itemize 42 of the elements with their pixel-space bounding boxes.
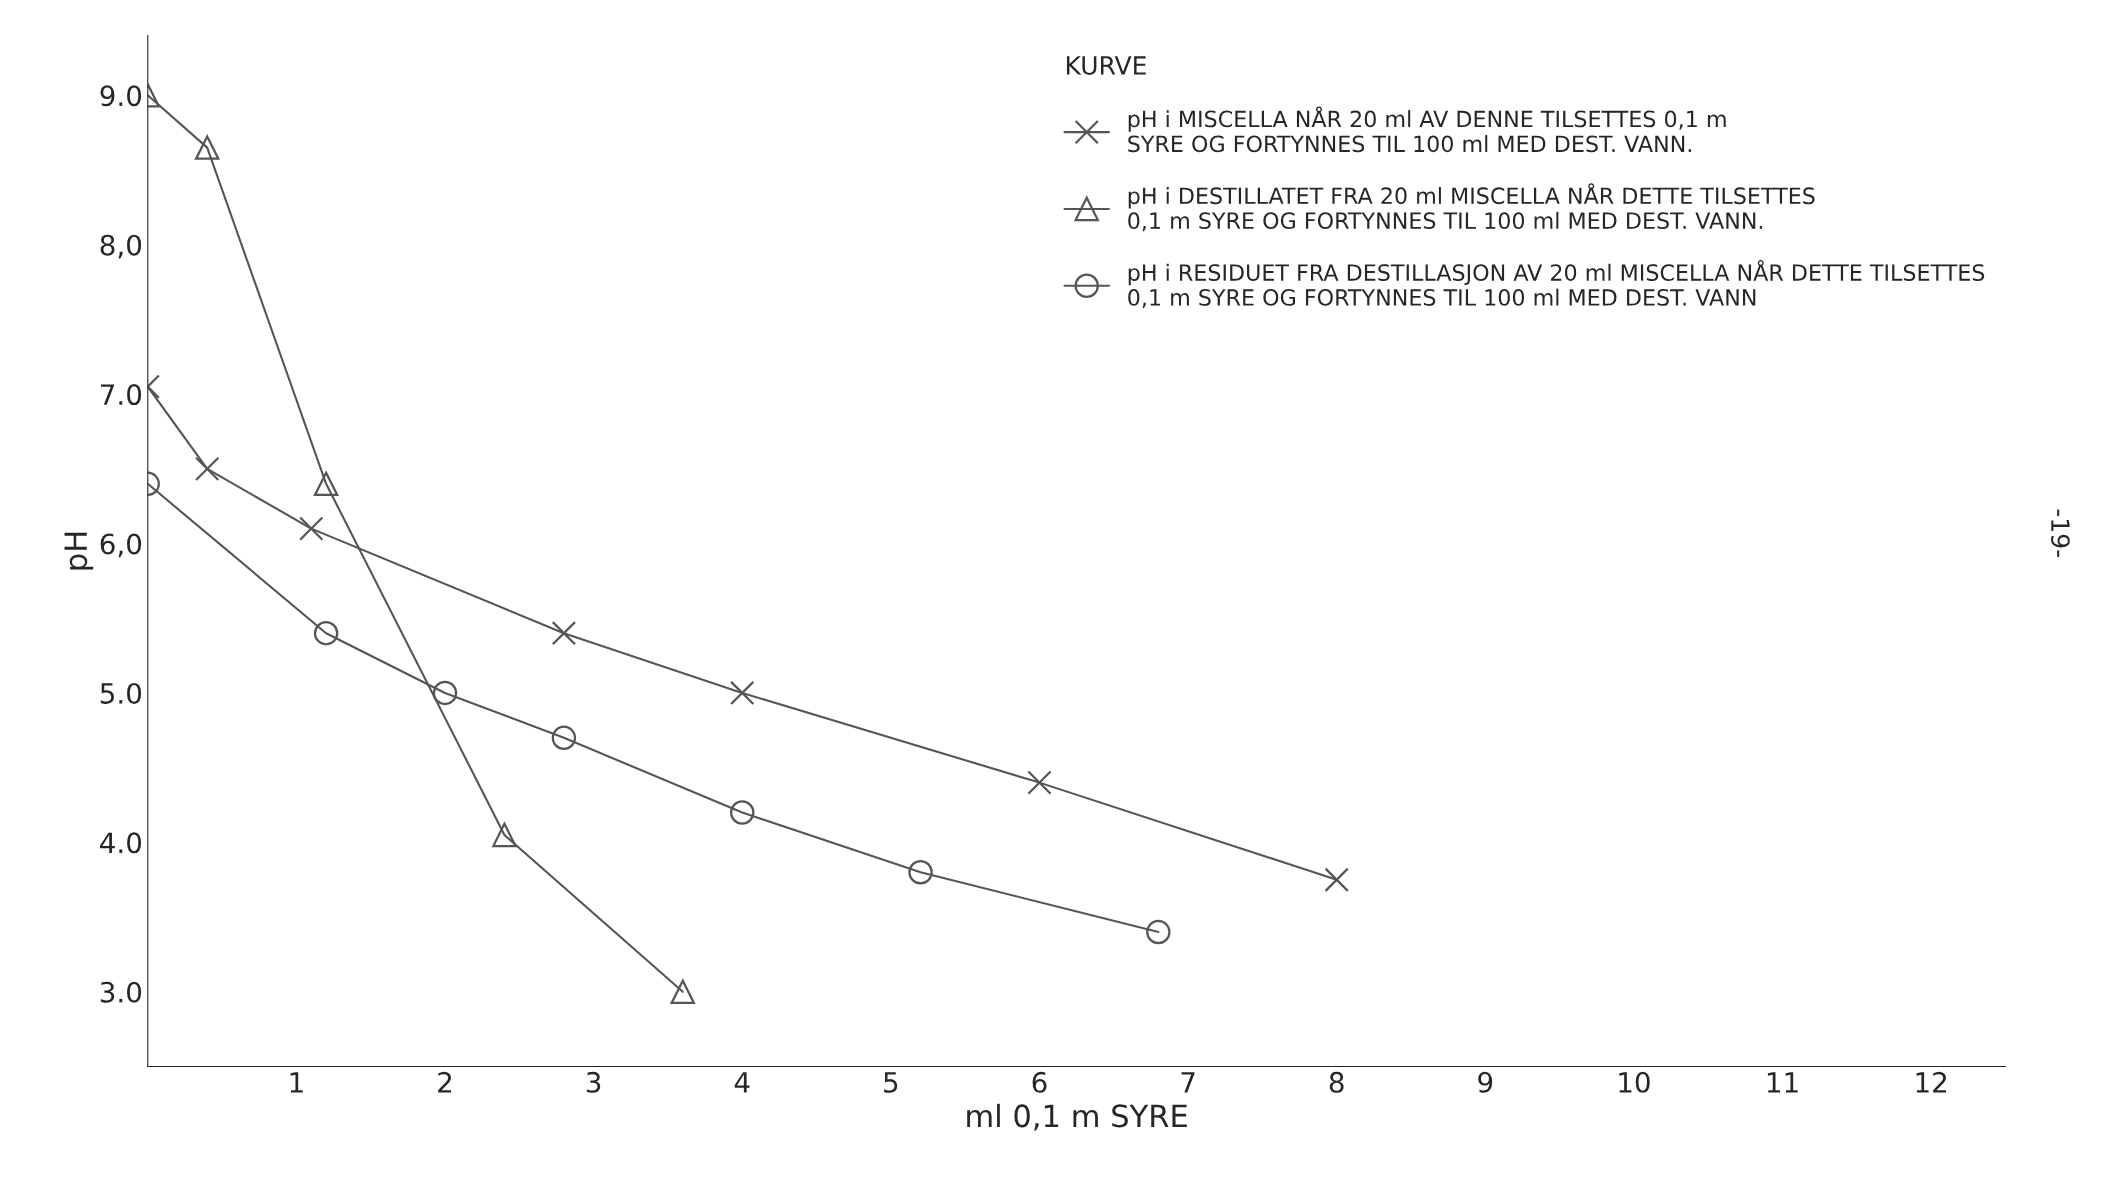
point	[313, 620, 339, 646]
y-tick-label: 9.0	[100, 85, 142, 107]
point	[1324, 867, 1349, 892]
x-tick-label: 7	[1181, 1072, 1195, 1093]
y-tick-label: 6,0	[100, 533, 142, 558]
x-tick-label: 5	[884, 1072, 898, 1093]
legend-label: pH i RESIDUET FRA DESTILLASJON AV 20 ml MISCELLA NÅR DETTE TILSETTES 0,1 m SYRE OG FORTYNNES TIL 100 ml MED DEST. VANN	[1128, 260, 1985, 309]
point	[551, 620, 577, 646]
x-tick-label: 9	[1478, 1071, 1493, 1093]
x-tick-label: 6	[1032, 1071, 1047, 1093]
y-axis-title: pH	[64, 532, 94, 570]
point	[551, 725, 577, 751]
x-axis-title: ml 0,1 m SYRE	[967, 1103, 1187, 1131]
x-tick-label: 8	[1329, 1071, 1344, 1093]
point	[730, 800, 755, 825]
y-tick-label: 7.0	[101, 384, 142, 406]
legend-title: KURVE	[1066, 56, 1146, 75]
text: -19-	[2050, 509, 2070, 557]
point	[432, 680, 458, 706]
x-tick-label: 3	[586, 1071, 601, 1093]
legend-label: pH i MISCELLA NÅR 20 ml AV DENNE TILSETTES 0,1 m SYRE OG FORTYNNES TIL 100 ml MED DEST. VANN.	[1128, 106, 1726, 153]
y-tick-label: 5.0	[100, 682, 142, 704]
y-tick-label: 4.0	[100, 832, 142, 854]
legend-label: pH i DESTILLATET FRA 20 ml MISCELLA NÅR DETTE TILSETTES 0,1 m SYRE OG FORTYNNES TIL 100 ml MED DEST. VANN.	[1128, 183, 1815, 232]
point	[670, 979, 695, 1005]
point	[1027, 770, 1052, 795]
point	[492, 822, 517, 848]
point	[730, 680, 755, 706]
x-tick-label: 2	[438, 1071, 452, 1093]
point	[1146, 919, 1171, 945]
x-tick-label: 12	[1916, 1071, 1947, 1093]
point	[313, 471, 339, 497]
x-tick-label: 4	[734, 1072, 750, 1093]
y-tick-label: 8,0	[100, 234, 142, 259]
y-tick-label: 3.0	[100, 981, 142, 1003]
x-tick-label: 1	[290, 1072, 303, 1093]
point	[908, 860, 933, 885]
x-tick-label: 10	[1619, 1071, 1650, 1093]
point	[299, 516, 324, 541]
point	[194, 135, 220, 160]
point	[194, 456, 220, 482]
x-tick-label: 11	[1767, 1072, 1798, 1093]
